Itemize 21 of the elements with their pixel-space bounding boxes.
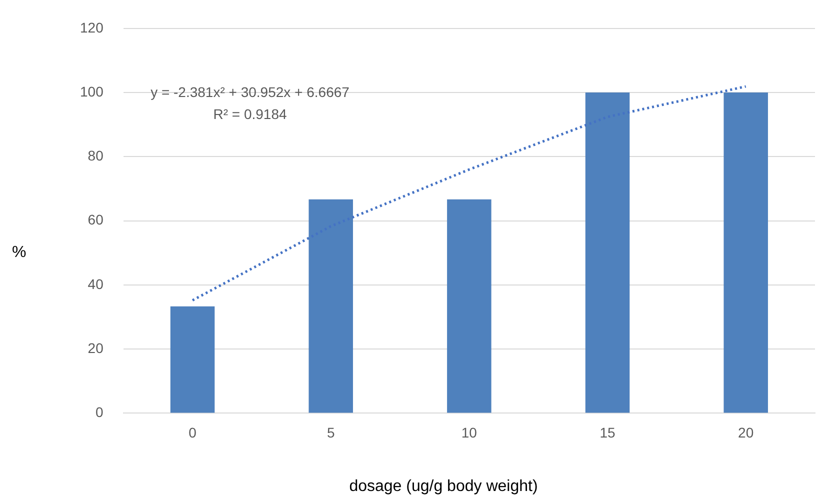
y-tick-label: 100 xyxy=(80,83,104,100)
x-tick-label: 20 xyxy=(738,424,754,440)
y-tick-label: 0 xyxy=(96,404,104,420)
x-tick-label: 15 xyxy=(600,424,616,440)
x-tick-label: 5 xyxy=(326,424,335,440)
annotation: y = -2.381x² + 30.952x + 6.6667 xyxy=(150,84,350,100)
bar xyxy=(724,92,768,413)
bar xyxy=(170,306,215,413)
y-tick-label: 120 xyxy=(80,19,104,36)
x-tick-label: 10 xyxy=(461,424,478,440)
y-axis-title: % xyxy=(12,244,26,262)
x-tick-label: 0 xyxy=(188,424,197,440)
y-tick-label: 80 xyxy=(88,148,104,164)
y-tick-label: 20 xyxy=(88,340,104,356)
y-tick-label: 60 xyxy=(88,212,104,228)
annotation: R² = 0.9184 xyxy=(213,106,287,122)
y-tick-label: 40 xyxy=(88,276,104,292)
x-axis-title: dosage (ug/g body weight) xyxy=(348,478,539,496)
bar xyxy=(308,199,353,413)
bar xyxy=(447,199,492,413)
bar xyxy=(585,92,630,413)
